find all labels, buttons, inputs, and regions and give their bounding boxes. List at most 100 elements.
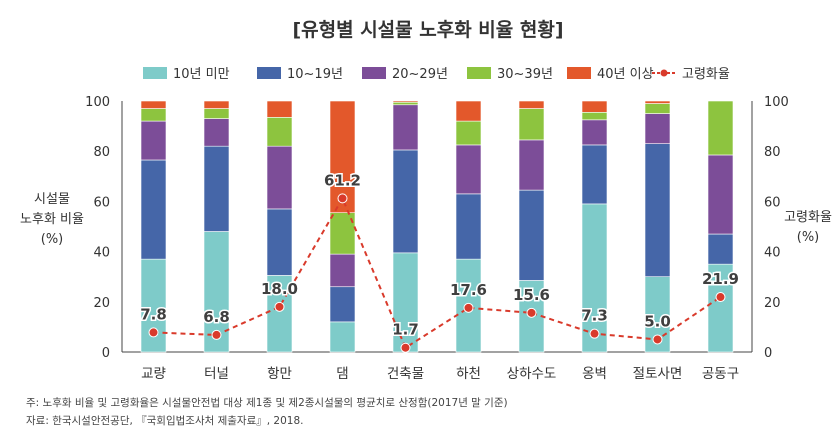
bar-segment	[707, 100, 734, 156]
legend-label: 10~19년	[287, 67, 343, 82]
aging-rate-point	[715, 292, 726, 303]
right-tick-label: 0	[764, 346, 772, 361]
aging-rate-label: 5.0	[644, 312, 671, 330]
bar-segment	[518, 100, 545, 109]
bar-segment	[203, 145, 230, 232]
left-tick-label: 60	[93, 195, 110, 210]
bar-segment	[266, 275, 293, 353]
bar-segment	[203, 100, 230, 109]
bar-segment	[644, 100, 671, 104]
category-label: 건축물	[387, 366, 424, 382]
source-note: 자료: 한국시설안전공단, 『국회입법조사처 제출자료』, 2018.	[26, 414, 303, 427]
aging-rate-point	[400, 342, 411, 353]
bar-segment	[329, 253, 356, 288]
bar-segment	[581, 100, 608, 113]
right-tick-label: 20	[764, 296, 781, 311]
legend-swatch	[467, 67, 491, 79]
left-tick-label: 100	[85, 95, 110, 110]
legend-label: 30~39년	[497, 67, 553, 82]
bar-segment	[266, 100, 293, 118]
aging-rate-line-layer: 7.8 6.8 18.0 61.2 1.7 17.6 15.6 7.3 5.0 21.9	[139, 170, 741, 353]
legend-label: 10년 미만	[173, 67, 230, 82]
bar-segment	[581, 111, 608, 121]
bar-segment	[455, 193, 482, 260]
aging-rate-label: 1.7	[392, 321, 419, 339]
aging-rate-point	[337, 193, 348, 204]
category-label: 상하수도	[507, 366, 557, 382]
aging-rate-label: 6.8	[203, 308, 230, 326]
category-label: 공동구	[702, 366, 739, 382]
legend-item: 30~39년	[467, 67, 553, 82]
bar-segment	[392, 101, 419, 106]
footnote: 주: 노후화 비율 및 고령화율은 시설물안전법 대상 제1종 및 제2종시설물…	[26, 397, 508, 409]
category-label: 댐	[336, 366, 348, 382]
aging-rate-label: 17.6	[450, 281, 487, 299]
bar-segment	[266, 117, 293, 147]
bar-segment	[329, 286, 356, 323]
chart-title: [유형별 시설물 노후화 비율 현황]	[292, 18, 563, 41]
bar-stack	[518, 100, 545, 353]
legend-item: 고령화율	[652, 67, 730, 82]
bar-segment	[455, 120, 482, 146]
aging-rate-label: 15.6	[513, 286, 550, 304]
bar-stack	[707, 100, 734, 353]
legend-item: 10년 미만	[143, 67, 230, 82]
bar-segment	[203, 118, 230, 147]
legend-item: 10~19년	[257, 67, 343, 82]
left-axis-title: 노후화 비율	[20, 212, 84, 227]
bar-segment	[392, 104, 419, 151]
bar-segment	[581, 119, 608, 146]
category-label: 교량	[141, 366, 166, 382]
bar-segment	[644, 103, 671, 114]
bar-segment	[140, 108, 167, 122]
legend-swatch	[143, 67, 167, 79]
aging-rate-point	[526, 307, 537, 318]
bar-segment	[266, 208, 293, 276]
aging-rate-label: 61.2	[324, 171, 361, 189]
legend-swatch	[567, 67, 591, 79]
bar-stack	[455, 100, 482, 353]
aging-rate-label: 7.8	[140, 305, 167, 323]
bar-stack	[203, 100, 230, 353]
left-tick-label: 0	[102, 346, 110, 361]
bar-segment	[455, 100, 482, 122]
category-label: 절토사면	[633, 366, 683, 382]
bar-segment	[581, 203, 608, 353]
legend-label: 40년 이상	[597, 67, 654, 82]
legend-label: 20~29년	[392, 67, 448, 82]
bar-segment	[581, 144, 608, 205]
bar-segment	[644, 143, 671, 277]
aging-rate-point	[589, 328, 600, 339]
bar-segment	[203, 108, 230, 119]
left-tick-label: 20	[93, 296, 110, 311]
aging-rate-label: 7.3	[581, 307, 608, 325]
bar-segment	[518, 139, 545, 191]
left-axis-title: (%)	[41, 232, 64, 247]
bar-segment	[644, 113, 671, 144]
legend-marker	[660, 69, 668, 77]
bar-segment	[707, 154, 734, 235]
bar-segment	[140, 100, 167, 109]
bar-segment	[140, 120, 167, 161]
bar-segment	[707, 233, 734, 265]
right-tick-label: 100	[764, 95, 789, 110]
right-tick-label: 40	[764, 246, 781, 261]
left-tick-label: 80	[93, 145, 110, 160]
bar-stack	[329, 100, 356, 353]
aging-rate-line	[153, 196, 722, 350]
bar-segment	[392, 100, 419, 103]
bar-stack	[392, 100, 419, 353]
category-label: 터널	[204, 366, 229, 382]
legend-swatch	[257, 67, 281, 79]
bar-stack	[140, 100, 167, 353]
legend-item: 20~29년	[362, 67, 448, 82]
category-label: 항만	[267, 366, 292, 382]
legend-item: 40년 이상	[567, 67, 654, 82]
left-axis-title: 시설물	[34, 192, 70, 207]
right-axis-title: (%)	[797, 230, 820, 245]
legend-label: 고령화율	[682, 67, 730, 82]
right-tick-label: 80	[764, 145, 781, 160]
